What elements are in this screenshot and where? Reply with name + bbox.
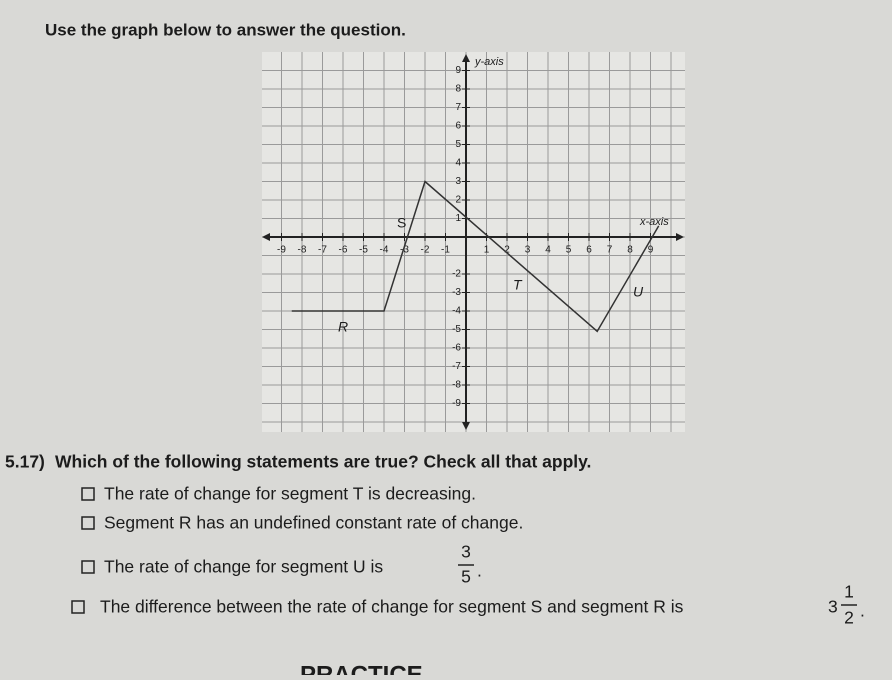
fraction-denominator: 2 bbox=[844, 608, 854, 628]
y-axis-label: y-axis bbox=[474, 56, 504, 68]
option-end: . bbox=[477, 561, 482, 581]
x-tick-label: 9 bbox=[648, 245, 654, 256]
x-tick-label: 3 bbox=[525, 245, 531, 256]
y-tick-label: 2 bbox=[455, 195, 461, 206]
y-tick-label: -2 bbox=[452, 269, 461, 280]
y-tick-label: -9 bbox=[452, 398, 461, 409]
question-prompt: Which of the following statements are tr… bbox=[55, 452, 591, 472]
option-text: Segment R has an undefined constant rate… bbox=[104, 513, 523, 533]
segment-label: R bbox=[338, 319, 348, 335]
x-tick-label: 6 bbox=[586, 245, 592, 256]
x-tick-label: -1 bbox=[441, 245, 450, 256]
x-tick-label: 1 bbox=[484, 245, 490, 256]
footer: PRACTICE bbox=[300, 661, 423, 675]
graph-background bbox=[262, 52, 685, 432]
y-tick-label: -6 bbox=[452, 343, 461, 354]
x-tick-label: 4 bbox=[545, 245, 551, 256]
x-tick-label: 5 bbox=[566, 245, 572, 256]
segment-label: U bbox=[633, 284, 644, 300]
x-tick-label: -9 bbox=[277, 245, 286, 256]
option-end: . bbox=[860, 601, 865, 621]
checkbox[interactable] bbox=[81, 516, 95, 530]
x-tick-label: -7 bbox=[318, 245, 327, 256]
y-tick-label: 4 bbox=[455, 158, 461, 169]
x-tick-label: -8 bbox=[298, 245, 307, 256]
segment-label: T bbox=[513, 277, 523, 293]
option-text: The rate of change for segment T is decr… bbox=[104, 484, 476, 504]
y-tick-label: -4 bbox=[452, 306, 461, 317]
x-tick-label: -3 bbox=[400, 245, 409, 256]
checkbox[interactable] bbox=[81, 560, 95, 574]
y-tick-label: 5 bbox=[455, 139, 461, 150]
x-tick-label: -5 bbox=[359, 245, 368, 256]
x-tick-label: 8 bbox=[627, 245, 633, 256]
y-tick-label: 7 bbox=[455, 102, 461, 113]
graph-path bbox=[291, 180, 660, 333]
title: Use the graph below to answer the questi… bbox=[45, 20, 406, 39]
y-tick-label: -7 bbox=[452, 361, 461, 372]
option-text: The difference between the rate of chang… bbox=[100, 597, 684, 617]
y-tick-label: 3 bbox=[455, 176, 461, 187]
question-number: 5.17) bbox=[5, 452, 45, 472]
fraction-denominator: 5 bbox=[461, 567, 471, 587]
y-tick-label: -3 bbox=[452, 287, 461, 298]
option-text: The rate of change for segment U is bbox=[104, 557, 383, 577]
fraction-numerator: 3 bbox=[461, 542, 471, 562]
x-tick-label: -4 bbox=[380, 245, 389, 256]
y-tick-label: 9 bbox=[455, 65, 461, 76]
y-tick-label: -5 bbox=[452, 324, 461, 335]
checkbox[interactable] bbox=[71, 600, 85, 614]
segment-label: S bbox=[397, 215, 406, 231]
x-tick-label: -6 bbox=[339, 245, 348, 256]
fraction-numerator: 1 bbox=[844, 582, 854, 602]
mixed-whole: 3 bbox=[828, 597, 838, 617]
checkbox[interactable] bbox=[81, 487, 95, 501]
x-tick-label: 7 bbox=[607, 245, 613, 256]
x-tick-label: -2 bbox=[421, 245, 430, 256]
y-tick-label: 8 bbox=[455, 84, 461, 95]
y-tick-label: 1 bbox=[455, 213, 461, 224]
x-tick-label: 2 bbox=[504, 245, 510, 256]
y-tick-label: -8 bbox=[452, 380, 461, 391]
x-axis-label: x-axis bbox=[639, 216, 669, 228]
y-tick-label: 6 bbox=[455, 121, 461, 132]
